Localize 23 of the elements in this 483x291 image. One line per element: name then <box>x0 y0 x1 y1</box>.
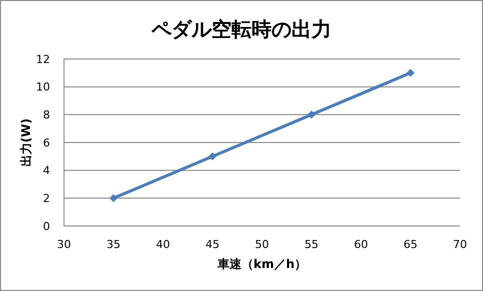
x-tick-label: 30 <box>57 238 71 251</box>
point <box>308 110 316 119</box>
point <box>208 152 216 160</box>
x-tick-label: 65 <box>404 238 418 251</box>
x-tick-label: 35 <box>106 238 120 251</box>
y-tick-label: 6 <box>43 136 50 150</box>
y-tick-label: 12 <box>36 52 50 66</box>
y-tick-label: 10 <box>36 80 50 94</box>
y-tick-label: 8 <box>43 108 50 122</box>
point <box>406 68 414 77</box>
x-tick-label: 40 <box>156 238 170 251</box>
point <box>110 194 118 202</box>
y-tick-label: 0 <box>43 220 50 233</box>
chart-title: ペダル空転時の出力 <box>150 17 332 41</box>
x-tick-label: 70 <box>453 238 467 251</box>
y-tick-label: 4 <box>43 164 50 178</box>
x-tick-label: 60 <box>354 238 368 251</box>
x-axis-title: 車速（km／h） <box>216 257 307 272</box>
y-tick-label: 2 <box>43 192 50 206</box>
x-tick-label: 55 <box>304 238 318 251</box>
x-tick-label: 45 <box>206 238 220 251</box>
x-tick-label: 50 <box>255 238 269 251</box>
y-axis-title: 出力(W) <box>19 118 34 167</box>
